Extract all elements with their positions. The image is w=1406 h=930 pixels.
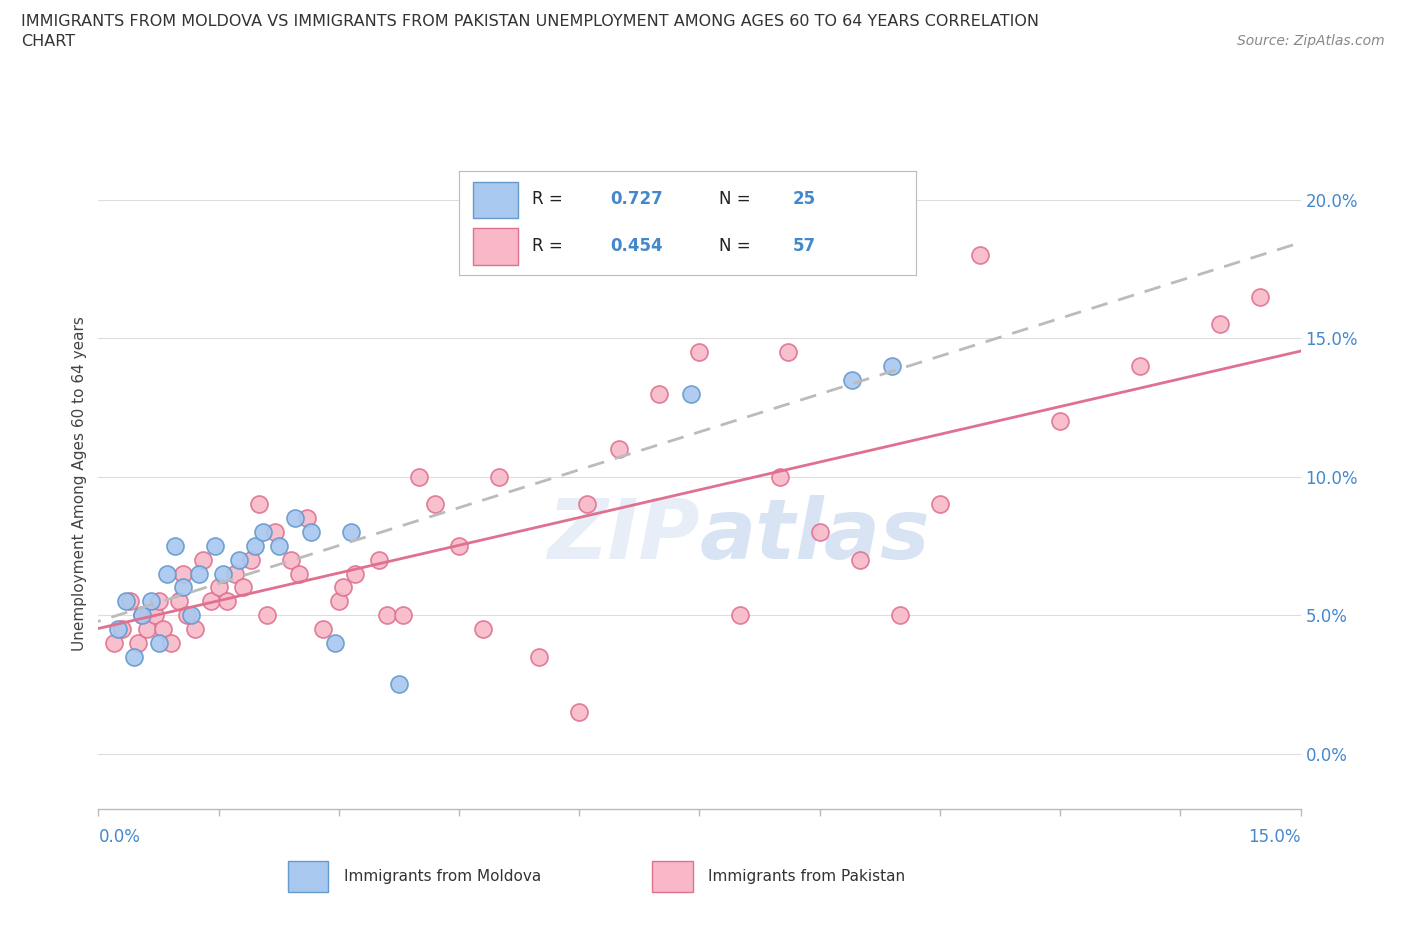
Point [1129, 358, 1152, 373]
Text: Immigrants from Moldova: Immigrants from Moldova [343, 869, 541, 884]
Point [204, 538, 226, 553]
Point [889, 607, 911, 622]
Point [375, 607, 398, 622]
Point [287, 566, 309, 581]
Y-axis label: Unemployment Among Ages 60 to 64 years: Unemployment Among Ages 60 to 64 years [72, 316, 87, 651]
Bar [288, 861, 329, 892]
Point [143, 607, 166, 622]
Point [124, 649, 146, 664]
Point [447, 538, 470, 553]
Point [155, 566, 177, 581]
Text: Immigrants from Pakistan: Immigrants from Pakistan [709, 869, 905, 884]
Point [128, 635, 150, 650]
Point [228, 552, 250, 567]
Point [776, 345, 799, 360]
Point [681, 386, 703, 401]
Text: atlas: atlas [699, 495, 931, 577]
Point [295, 511, 318, 525]
Text: CHART: CHART [21, 34, 75, 49]
Point [1250, 289, 1272, 304]
Point [849, 552, 872, 567]
Point [243, 538, 266, 553]
Point [688, 345, 710, 360]
Point [323, 635, 346, 650]
Point [131, 607, 153, 622]
Point [392, 607, 415, 622]
Point [299, 525, 322, 539]
Point [224, 566, 246, 581]
Point [232, 580, 254, 595]
Text: Source: ZipAtlas.com: Source: ZipAtlas.com [1237, 34, 1385, 48]
Point [648, 386, 671, 401]
Point [343, 566, 366, 581]
Point [180, 607, 202, 622]
Text: ZIP: ZIP [547, 495, 699, 577]
Point [312, 621, 335, 636]
Point [267, 538, 290, 553]
Point [1049, 414, 1071, 429]
Point [172, 566, 194, 581]
Point [247, 497, 270, 512]
Point [252, 525, 274, 539]
Point [768, 470, 790, 485]
Point [148, 594, 170, 609]
Point [263, 525, 285, 539]
Point [488, 470, 510, 485]
Point [200, 594, 222, 609]
Point [172, 580, 194, 595]
Point [120, 594, 142, 609]
Point [728, 607, 751, 622]
Point [167, 594, 190, 609]
Point [841, 372, 863, 387]
Point [423, 497, 446, 512]
Point [115, 594, 138, 609]
Point [969, 247, 991, 262]
Point [408, 470, 430, 485]
Point [131, 607, 153, 622]
Point [929, 497, 952, 512]
Text: 15.0%: 15.0% [1249, 828, 1301, 845]
Point [191, 552, 214, 567]
Point [880, 358, 903, 373]
Point [139, 594, 162, 609]
Point [159, 635, 181, 650]
Point [187, 566, 209, 581]
Point [239, 552, 262, 567]
Point [183, 621, 205, 636]
Point [284, 511, 307, 525]
Point [280, 552, 302, 567]
Bar [652, 861, 693, 892]
Point [368, 552, 391, 567]
Point [256, 607, 278, 622]
Point [107, 621, 129, 636]
Point [332, 580, 354, 595]
Point [135, 621, 157, 636]
Point [388, 677, 411, 692]
Point [152, 621, 174, 636]
Point [340, 525, 363, 539]
Point [808, 525, 831, 539]
Point [211, 566, 233, 581]
Point [576, 497, 599, 512]
Text: 0.0%: 0.0% [98, 828, 141, 845]
Point [568, 705, 591, 720]
Point [529, 649, 551, 664]
Point [1209, 317, 1232, 332]
Point [472, 621, 495, 636]
Point [163, 538, 186, 553]
Text: IMMIGRANTS FROM MOLDOVA VS IMMIGRANTS FROM PAKISTAN UNEMPLOYMENT AMONG AGES 60 T: IMMIGRANTS FROM MOLDOVA VS IMMIGRANTS FR… [21, 14, 1039, 29]
Point [208, 580, 231, 595]
Point [609, 442, 631, 457]
Point [148, 635, 170, 650]
Point [215, 594, 238, 609]
Point [328, 594, 350, 609]
Point [103, 635, 125, 650]
Point [176, 607, 198, 622]
Point [111, 621, 134, 636]
